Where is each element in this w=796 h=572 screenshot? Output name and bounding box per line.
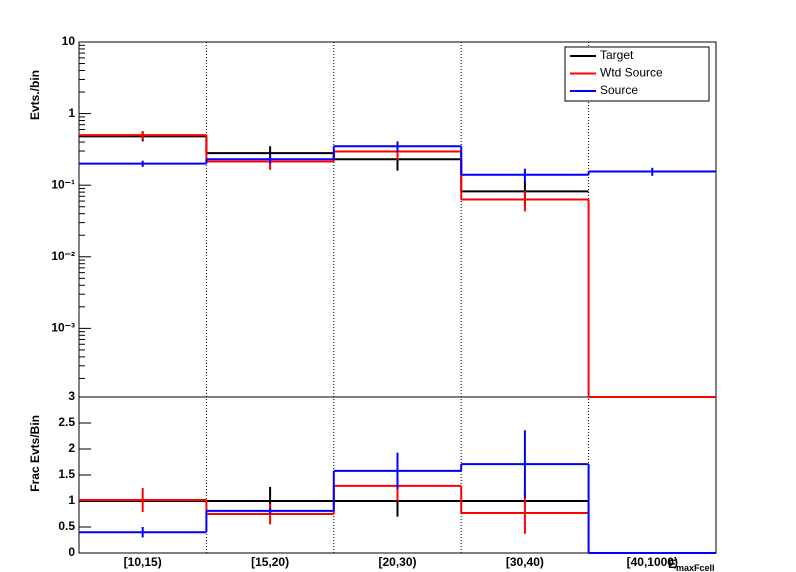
y-tick-label: 10 <box>62 34 76 48</box>
legend-label: Wtd Source <box>600 66 663 80</box>
y-tick-label: 1 <box>68 493 75 507</box>
y-tick-label: 0 <box>68 545 75 559</box>
y-tick-label: 10⁻¹ <box>51 177 75 191</box>
x-axis-title: EmaxFcell <box>668 557 715 572</box>
y-tick-label: 1.5 <box>58 467 75 481</box>
y-axis-title: Frac Evts/Bin <box>28 415 42 492</box>
y-axis-title: Evts./bin <box>28 70 42 120</box>
x-axis-title-main: E <box>668 557 676 571</box>
y-tick-label: 0.5 <box>58 519 75 533</box>
y-tick-label: 10⁻² <box>51 249 75 263</box>
y-tick-label: 10⁻³ <box>51 321 75 335</box>
legend-label: Source <box>600 83 638 97</box>
legend-label: Target <box>600 48 634 62</box>
x-tick-label: [40,1000) <box>627 555 678 569</box>
y-tick-label: 1 <box>68 106 75 120</box>
x-tick-label: [15,20) <box>251 555 289 569</box>
x-tick-label: [30,40) <box>506 555 544 569</box>
y-tick-label: 2 <box>68 441 75 455</box>
x-axis-title-sub: maxFcell <box>676 563 715 572</box>
x-tick-label: [10,15) <box>124 555 162 569</box>
y-tick-label: 3 <box>68 389 75 403</box>
x-tick-label: [20,30) <box>378 555 416 569</box>
y-tick-label: 2.5 <box>58 415 75 429</box>
